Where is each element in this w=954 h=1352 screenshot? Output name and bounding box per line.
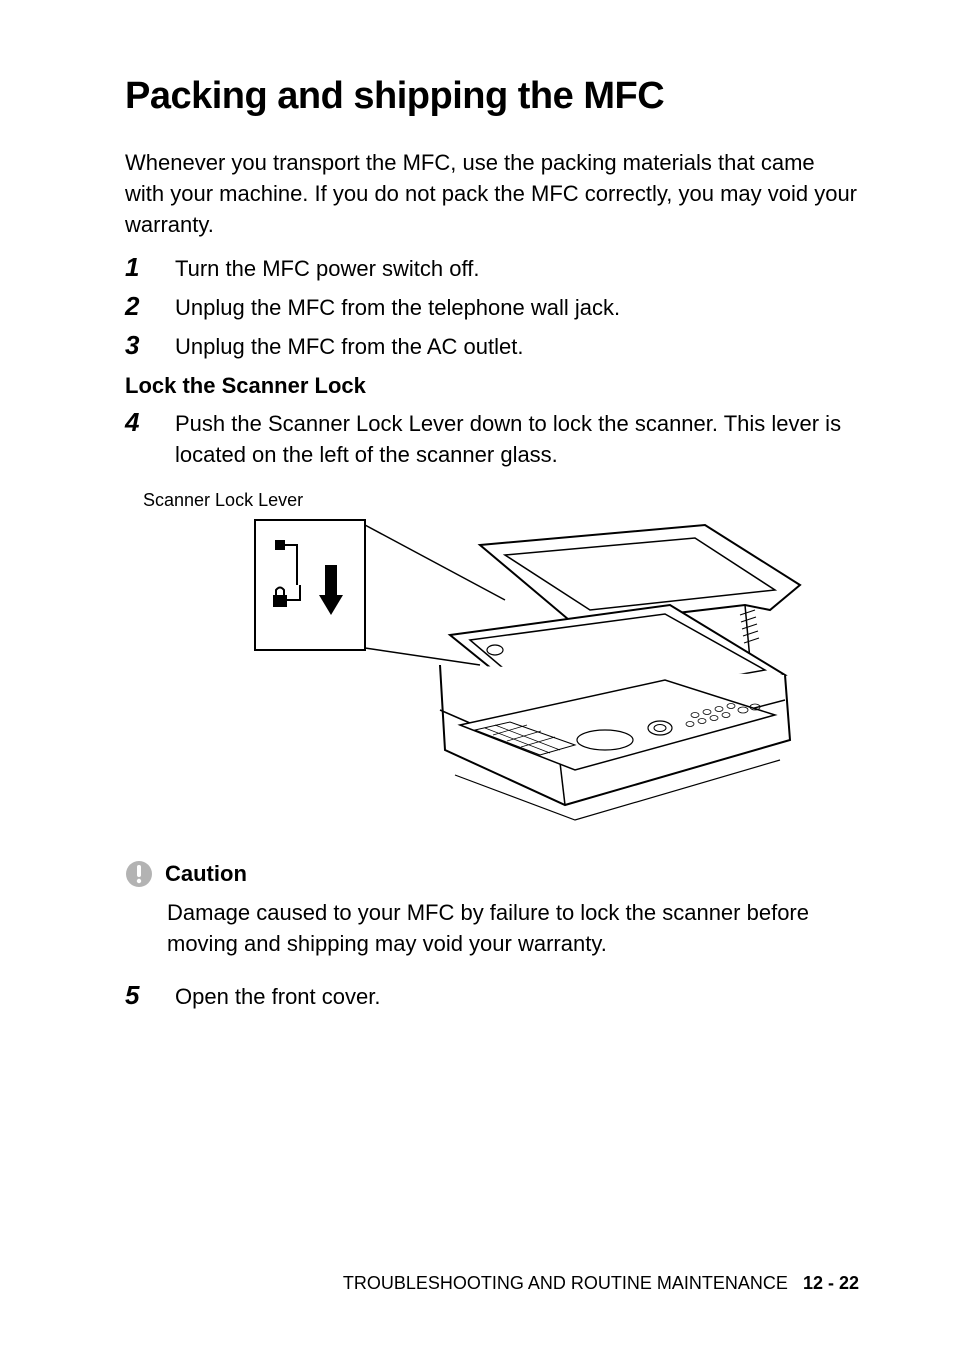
caution-label: Caution bbox=[165, 861, 247, 887]
step-4: 4 Push the Scanner Lock Lever down to lo… bbox=[125, 407, 859, 471]
footer-page-number: 12 - 22 bbox=[803, 1273, 859, 1293]
caution-header: Caution bbox=[125, 860, 859, 888]
caution-icon bbox=[125, 860, 153, 888]
subheading-lock: Lock the Scanner Lock bbox=[125, 373, 859, 399]
step-number: 5 bbox=[125, 980, 175, 1011]
step-number: 1 bbox=[125, 252, 175, 283]
footer-section: TROUBLESHOOTING AND ROUTINE MAINTENANCE bbox=[343, 1273, 788, 1293]
step-text: Open the front cover. bbox=[175, 980, 380, 1013]
step-number: 3 bbox=[125, 330, 175, 361]
step-2: 2 Unplug the MFC from the telephone wall… bbox=[125, 291, 859, 324]
intro-paragraph: Whenever you transport the MFC, use the … bbox=[125, 148, 859, 240]
page-footer: TROUBLESHOOTING AND ROUTINE MAINTENANCE … bbox=[343, 1273, 859, 1294]
page-title: Packing and shipping the MFC bbox=[125, 75, 859, 118]
mfc-illustration bbox=[245, 510, 805, 830]
figure-caption: Scanner Lock Lever bbox=[143, 490, 859, 511]
step-3: 3 Unplug the MFC from the AC outlet. bbox=[125, 330, 859, 363]
step-text: Unplug the MFC from the AC outlet. bbox=[175, 330, 524, 363]
scanner-diagram bbox=[245, 510, 859, 835]
caution-body: Damage caused to your MFC by failure to … bbox=[167, 898, 859, 960]
step-number: 2 bbox=[125, 291, 175, 322]
step-5: 5 Open the front cover. bbox=[125, 980, 859, 1013]
step-text: Turn the MFC power switch off. bbox=[175, 252, 479, 285]
page-content: Packing and shipping the MFC Whenever yo… bbox=[0, 0, 954, 1079]
step-number: 4 bbox=[125, 407, 175, 438]
step-text: Push the Scanner Lock Lever down to lock… bbox=[175, 407, 859, 471]
step-text: Unplug the MFC from the telephone wall j… bbox=[175, 291, 620, 324]
step-1: 1 Turn the MFC power switch off. bbox=[125, 252, 859, 285]
